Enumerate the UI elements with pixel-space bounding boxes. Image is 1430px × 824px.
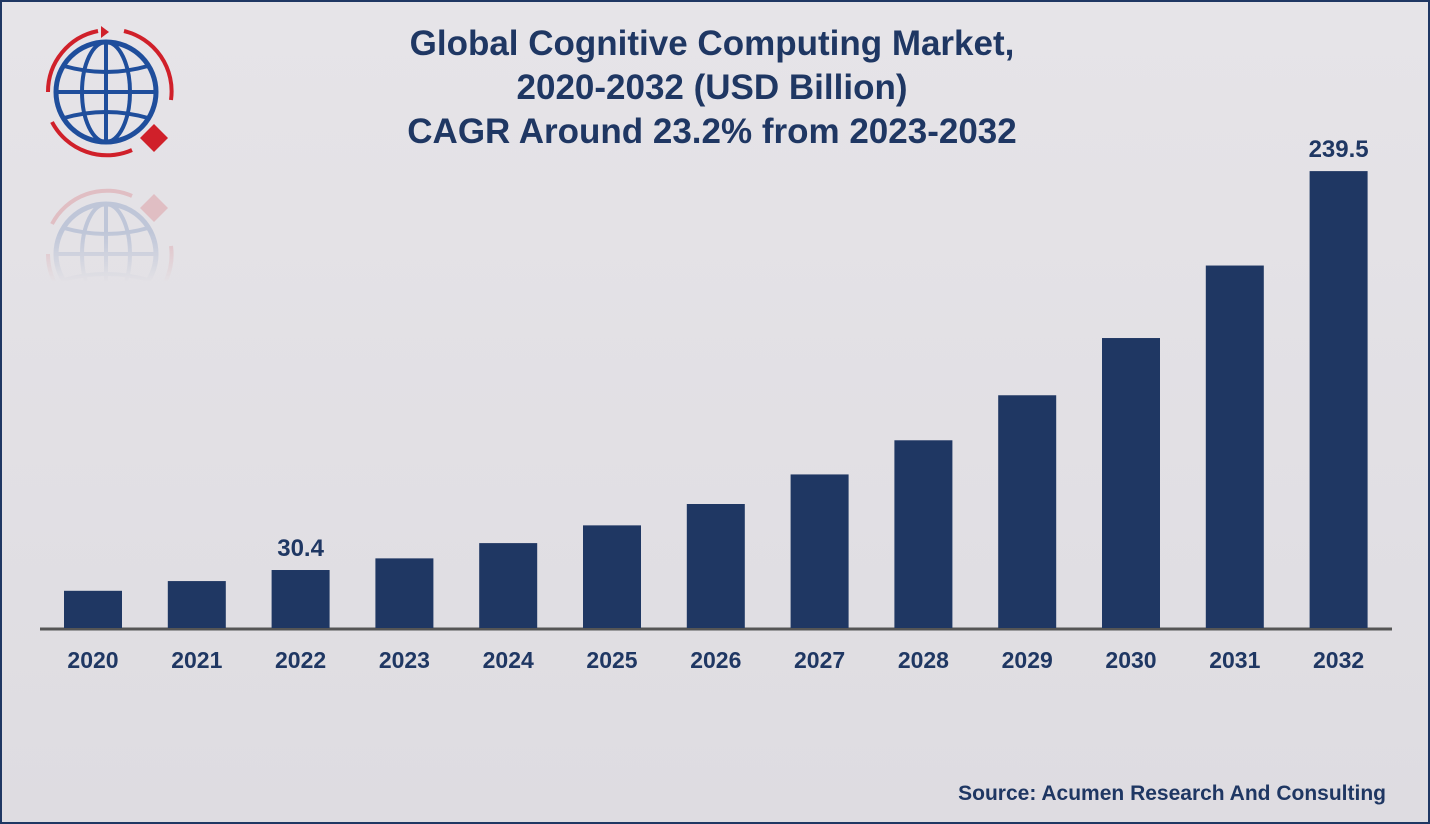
- globe-icon: [45, 26, 174, 158]
- x-tick-label: 2027: [794, 647, 845, 673]
- chart-cagr-subtitle: CAGR Around 23.2% from 2023-2032: [407, 112, 1017, 151]
- bar-2025: [583, 525, 641, 628]
- chart-title: Global Cognitive Computing Market,: [409, 24, 1015, 63]
- x-tick-label: 2029: [1002, 647, 1053, 673]
- bar-2024: [479, 543, 538, 628]
- x-tick-label: 2020: [67, 647, 118, 673]
- x-tick-label: 2024: [483, 647, 534, 673]
- x-tick-label: 2023: [379, 647, 430, 673]
- x-tick-label: 2022: [275, 647, 326, 673]
- x-tick-label: 2032: [1313, 647, 1364, 673]
- x-tick-label: 2026: [690, 647, 741, 673]
- bar-2032: [1309, 171, 1368, 628]
- bar-2021: [167, 581, 226, 628]
- x-tick-label: 2028: [898, 647, 949, 673]
- bar-2026: [686, 504, 745, 628]
- source-note: Source: Acumen Research And Consulting: [958, 782, 1386, 805]
- bar-2022: [271, 570, 330, 628]
- data-label-2032: 239.5: [1309, 136, 1369, 163]
- chart-title-block: Global Cognitive Computing Market, 2020-…: [202, 22, 1222, 154]
- bar-2023: [375, 558, 434, 628]
- globe-icon-reflection: [45, 188, 174, 320]
- x-tick-label: 2025: [586, 647, 637, 673]
- bar-2031: [1205, 265, 1264, 628]
- data-label-2022: 30.4: [277, 535, 324, 562]
- chart-subtitle: 2020-2032 (USD Billion): [516, 68, 908, 107]
- x-tick-label: 2031: [1209, 647, 1260, 673]
- bar-2020: [64, 590, 122, 628]
- bar-2029: [998, 395, 1057, 628]
- bar-2030: [1102, 338, 1160, 628]
- bar-2027: [790, 474, 849, 628]
- x-tick-label: 2030: [1105, 647, 1156, 673]
- bar-2028: [894, 440, 953, 628]
- x-tick-label: 2021: [171, 647, 222, 673]
